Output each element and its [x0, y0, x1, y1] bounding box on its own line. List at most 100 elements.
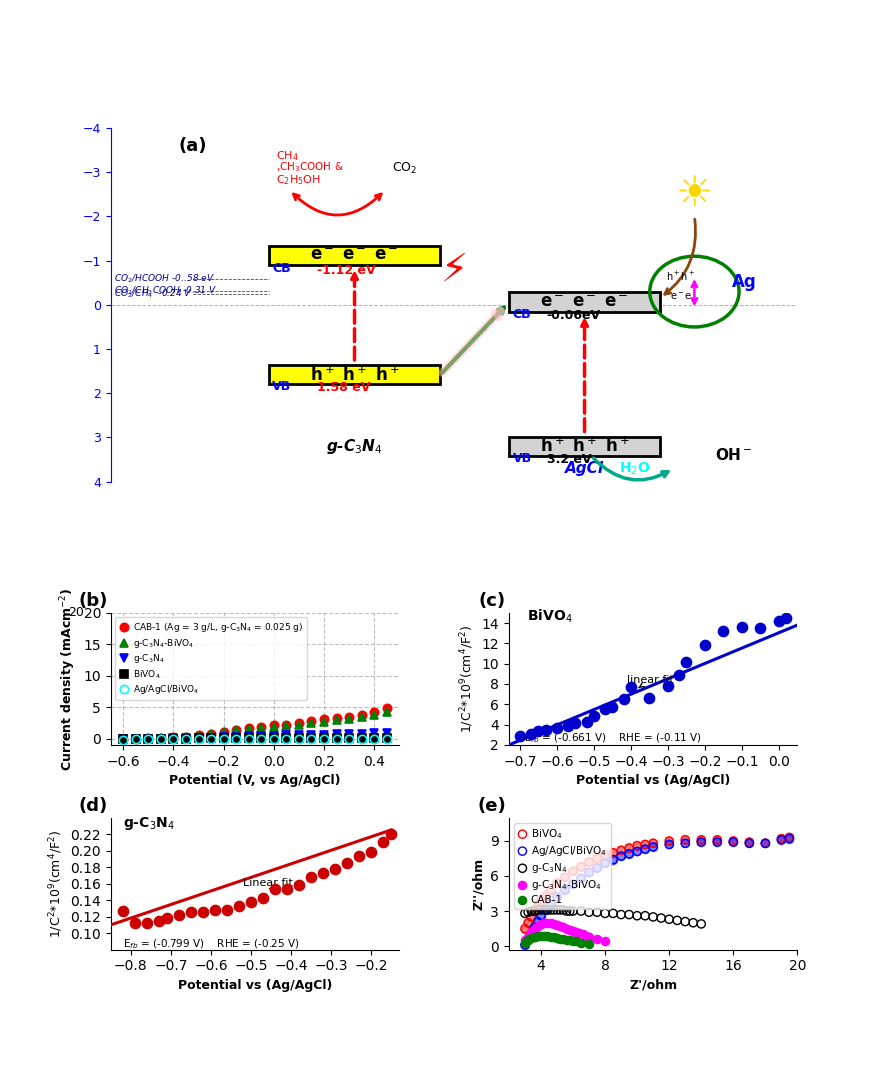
Ag/AgCl/BiVO$_4$: [344, 733, 354, 746]
g-C$_3$N$_4$: [231, 730, 242, 743]
g-C$_3$N$_4$: [307, 729, 317, 742]
g-C$_3$N$_4$-BiVO$_4$: [531, 918, 545, 935]
BiVO$_4$: [582, 854, 596, 871]
Point: [183, 903, 198, 920]
BiVO$_4$: [742, 833, 757, 850]
BiVO$_4$: [521, 914, 535, 931]
Point: [774, 831, 789, 848]
Ag/AgCl/BiVO$_4$: [168, 732, 179, 745]
CAB-1 (Ag = 3 g/L, g-C$_3$N$_4$ = 0.025 g): [281, 718, 291, 731]
g-C$_3$N$_4$-BiVO$_4$: [344, 713, 354, 726]
Point: [517, 937, 532, 954]
Point: [678, 831, 692, 848]
g-C$_3$N$_4$-BiVO$_4$: [550, 917, 564, 934]
g-C$_3$N$_4$-BiVO$_4$: [590, 930, 604, 947]
Line: g-C$_3$N$_4$: g-C$_3$N$_4$: [119, 729, 391, 744]
Ag/AgCl/BiVO$_4$: [517, 937, 532, 954]
Point: [517, 920, 532, 937]
CAB-1 (Ag = 3 g/L, g-C$_3$N$_4$ = 0.025 g): [168, 731, 179, 744]
g-C$_3$N$_4$-BiVO$_4$: [576, 926, 590, 943]
BiVO$_4$: [130, 733, 141, 746]
BiVO$_4$: [638, 835, 652, 853]
CAB-1: [517, 934, 532, 951]
BiVO$_4$: [782, 829, 797, 846]
Point: [642, 689, 657, 706]
Ag/AgCl/BiVO$_4$: [527, 919, 541, 936]
Point: [646, 834, 660, 851]
Ag/AgCl/BiVO$_4$: [244, 732, 254, 745]
Point: [734, 619, 749, 636]
Ag/AgCl/BiVO$_4$: [525, 926, 539, 943]
Ag/AgCl/BiVO$_4$: [782, 830, 797, 847]
Ag/AgCl/BiVO$_4$: [521, 931, 535, 949]
Point: [558, 869, 572, 886]
g-C$_3$N$_4$: [130, 733, 141, 746]
g-C$_3$N$_4$: [181, 732, 191, 745]
BiVO$_4$: [543, 881, 557, 898]
Point: [742, 833, 757, 850]
BiVO$_4$: [574, 858, 588, 875]
g-C$_3$N$_4$: [168, 732, 179, 745]
g-C$_3$N$_4$: [319, 728, 330, 740]
Point: [196, 904, 210, 921]
Point: [574, 870, 588, 887]
Point: [521, 914, 535, 931]
BiVO$_4$: [307, 732, 317, 745]
Point: [527, 919, 541, 936]
Ag/AgCl/BiVO$_4$: [181, 732, 191, 745]
g-C$_3$N$_4$: [256, 730, 267, 743]
Ag/AgCl/BiVO$_4$: [574, 870, 588, 887]
g-C$_3$N$_4$-BiVO$_4$: [553, 918, 567, 935]
Line: Ag/AgCl/BiVO$_4$: Ag/AgCl/BiVO$_4$: [119, 734, 391, 744]
X-axis label: Z'/ohm: Z'/ohm: [629, 978, 677, 992]
Point: [531, 913, 545, 930]
BiVO$_4$: [369, 732, 379, 745]
FancyBboxPatch shape: [268, 365, 440, 384]
g-C$_3$N$_4$: [281, 729, 291, 742]
Text: e$^-$ e$^-$ e$^-$: e$^-$ e$^-$ e$^-$: [310, 246, 399, 265]
Y-axis label: Z''/ohm: Z''/ohm: [471, 858, 485, 910]
g-C$_3$N$_4$-BiVO$_4$: [293, 718, 304, 731]
BiVO$_4$: [630, 838, 644, 855]
Point: [172, 907, 186, 924]
g-C$_3$N$_4$-BiVO$_4$: [206, 728, 216, 740]
CAB-1: [556, 930, 571, 947]
g-C$_3$N$_4$: [331, 728, 342, 740]
Ag/AgCl/BiVO$_4$: [678, 834, 692, 851]
BiVO$_4$: [558, 869, 572, 886]
Point: [779, 609, 793, 626]
Text: ⚡: ⚡: [440, 251, 468, 288]
Text: h$^+$h$^+$: h$^+$h$^+$: [666, 270, 696, 283]
g-C$_3$N$_4$: [540, 902, 555, 919]
g-C$_3$N$_4$: [356, 728, 367, 740]
g-C$_3$N$_4$-BiVO$_4$: [543, 914, 557, 931]
Text: H$_2$O: H$_2$O: [618, 461, 650, 477]
g-C$_3$N$_4$: [630, 907, 644, 924]
Ag/AgCl/BiVO$_4$: [369, 733, 379, 746]
g-C$_3$N$_4$-BiVO$_4$: [331, 714, 342, 727]
Ag/AgCl/BiVO$_4$: [630, 843, 644, 860]
g-C$_3$N$_4$: [574, 903, 588, 920]
g-C$_3$N$_4$-BiVO$_4$: [381, 705, 392, 718]
Point: [582, 854, 596, 871]
BiVO$_4$: [531, 897, 545, 914]
FancyBboxPatch shape: [509, 436, 660, 456]
X-axis label: Potential vs (Ag/AgCl): Potential vs (Ag/AgCl): [576, 775, 730, 787]
g-C$_3$N$_4$-BiVO$_4$: [563, 921, 577, 938]
Point: [678, 834, 692, 851]
Text: 20: 20: [68, 606, 84, 619]
BiVO$_4$: [206, 732, 216, 745]
Point: [513, 728, 527, 745]
CAB-1: [531, 927, 545, 944]
Ag/AgCl/BiVO$_4$: [381, 733, 392, 746]
Point: [742, 834, 757, 851]
g-C$_3$N$_4$-BiVO$_4$: [193, 730, 204, 743]
CAB-1: [550, 929, 564, 946]
Point: [717, 623, 731, 640]
Text: CH$_4$: CH$_4$: [276, 149, 299, 163]
Point: [316, 864, 330, 881]
Point: [758, 834, 773, 851]
Ag/AgCl/BiVO$_4$: [742, 834, 757, 851]
g-C$_3$N$_4$: [654, 909, 668, 926]
Point: [566, 863, 580, 880]
